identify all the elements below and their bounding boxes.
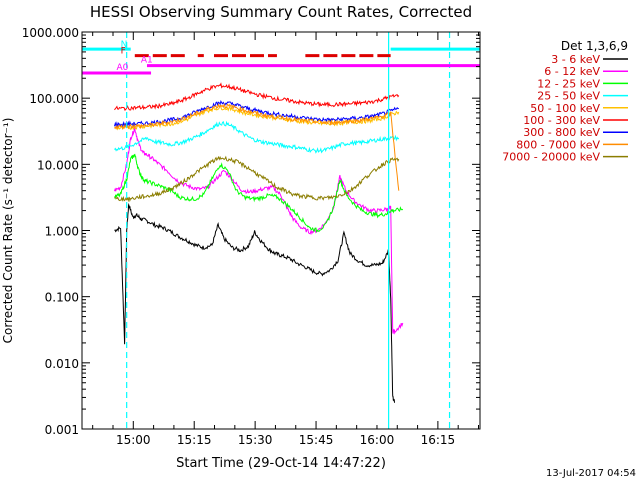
- y-axis-label: Corrected Count Rate (s⁻¹ detector⁻¹): [1, 118, 15, 344]
- series-line-0: [114, 202, 396, 404]
- y-tick-label: 0.010: [45, 357, 79, 371]
- legend-entry-label: 3 - 6 keV: [551, 53, 600, 66]
- legend-entry-label: 50 - 100 keV: [530, 102, 600, 115]
- x-tick-label: 15:00: [116, 433, 151, 447]
- plot-frame: [81, 31, 481, 430]
- x-axis-label: Start Time (29-Oct-14 14:47:22): [176, 456, 386, 471]
- legend-entry-label: 12 - 25 keV: [537, 77, 600, 90]
- legend-entry-label: 7000 - 20000 keV: [502, 151, 600, 164]
- flag-label-2: A0: [117, 63, 129, 73]
- x-tick-label: 16:15: [421, 433, 456, 447]
- y-tick-label: 0.001: [45, 423, 79, 437]
- legend-entry-label: 6 - 12 keV: [544, 65, 600, 78]
- y-tick-label: 100.000: [29, 92, 79, 106]
- footer-timestamp: 13-Jul-2017 04:54: [546, 468, 636, 479]
- flag-label-0: N: [121, 40, 128, 50]
- y-axis-label-group: Corrected Count Rate (s⁻¹ detector⁻¹): [1, 118, 15, 344]
- x-tick-label: 15:15: [177, 433, 212, 447]
- legend-entry-label: 100 - 300 keV: [523, 114, 600, 127]
- chart-title: HESSI Observing Summary Count Rates, Cor…: [90, 3, 472, 21]
- flag-label-1: F: [121, 47, 126, 57]
- legend-entry-label: 800 - 7000 keV: [516, 138, 600, 151]
- series-line-5: [114, 82, 400, 111]
- series-line-1: [114, 127, 404, 335]
- y-tick-label: 1.000: [45, 225, 79, 239]
- legend-title: Det 1,3,6,9: [561, 39, 628, 53]
- legend-entry-label: 25 - 50 keV: [537, 90, 600, 103]
- legend-entry-label: 300 - 800 keV: [523, 126, 600, 139]
- x-tick-label: 15:45: [299, 433, 334, 447]
- series-line-2: [114, 153, 404, 233]
- series-line-8: [114, 155, 400, 203]
- x-tick-label: 16:00: [360, 433, 395, 447]
- y-tick-label: 0.100: [45, 291, 79, 305]
- y-tick-label: 10.000: [37, 158, 79, 172]
- series-line-3: [114, 120, 400, 154]
- y-tick-label: 1000.000: [22, 26, 79, 40]
- x-tick-label: 15:30: [238, 433, 273, 447]
- flag-label-3: A1: [141, 56, 153, 66]
- series-line-7: [114, 102, 400, 191]
